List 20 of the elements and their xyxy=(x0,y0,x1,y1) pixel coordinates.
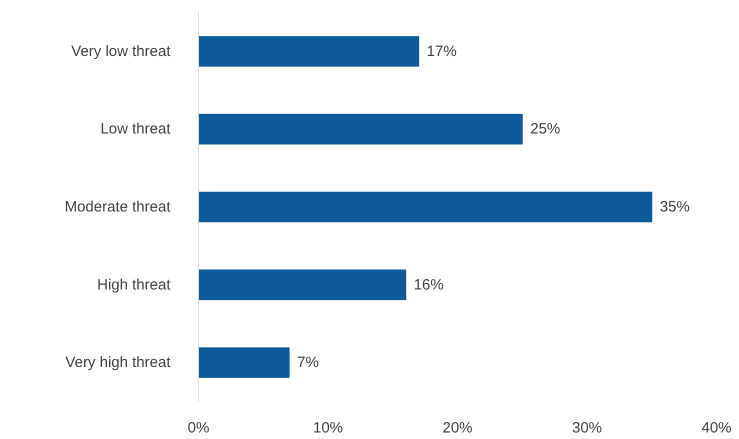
x-tick-label: 0% xyxy=(188,420,210,436)
data-label: 7% xyxy=(297,354,319,372)
x-tick-label: 40% xyxy=(701,420,732,436)
x-tick-label: 20% xyxy=(442,420,473,436)
y-tick-label: Very low threat xyxy=(71,42,172,60)
data-label: 35% xyxy=(660,198,690,216)
bar xyxy=(198,192,652,222)
x-tick-label: 10% xyxy=(312,420,344,436)
y-tick-label: High threat xyxy=(97,276,172,294)
bar xyxy=(198,347,290,378)
data-label: 16% xyxy=(414,276,444,294)
x-tick-label: 30% xyxy=(572,420,602,436)
data-label: 17% xyxy=(426,42,457,60)
y-tick-label: Low threat xyxy=(100,120,172,138)
y-tick-label: Moderate threat xyxy=(64,198,172,216)
bar xyxy=(198,114,523,144)
bar xyxy=(198,270,406,300)
y-tick-label: Very high threat xyxy=(65,354,172,372)
data-label: 25% xyxy=(530,120,560,138)
bar xyxy=(198,36,420,67)
